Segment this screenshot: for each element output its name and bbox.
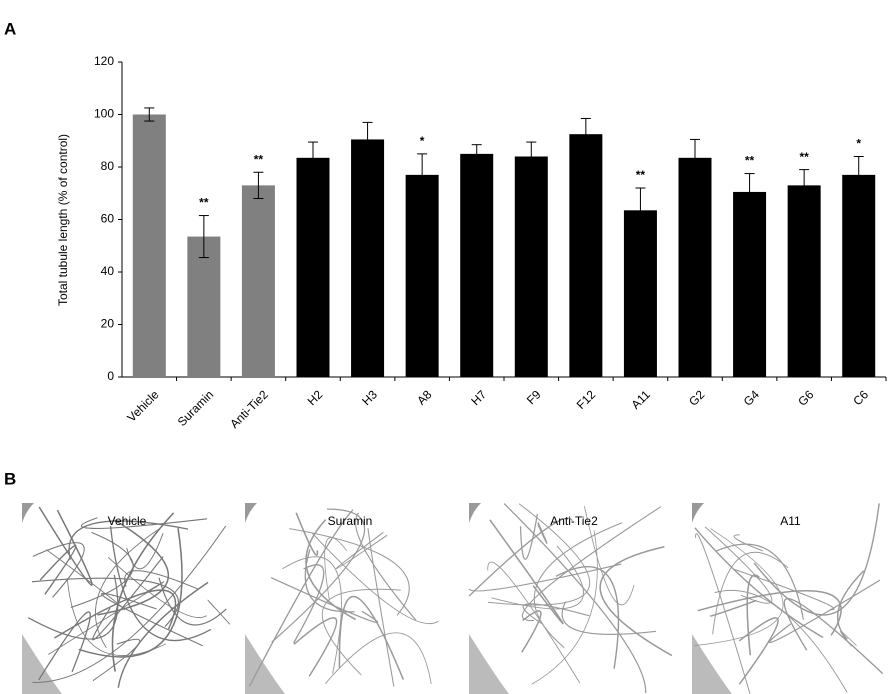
micrograph [22,503,232,694]
y-tick-label: 40 [101,264,115,278]
x-tick-label: F9 [524,387,544,407]
bar [842,175,875,377]
image-label: Vehicle [108,514,147,528]
y-tick-label: 20 [101,317,115,331]
panel-label: B [4,469,16,488]
x-tick-label: H3 [359,387,380,408]
bar [788,185,821,377]
panel-label: A [4,19,16,38]
significance: * [420,134,425,148]
significance: ** [799,150,809,164]
image-label: Anti-Tie2 [550,514,598,528]
bar [242,185,275,377]
bar [406,175,439,377]
x-tick-label: C6 [850,387,871,408]
x-tick-label: H7 [468,387,489,408]
x-tick-label: F12 [574,387,599,412]
micrograph [245,503,455,694]
bar [460,154,493,377]
bar [679,158,712,377]
y-tick-label: 0 [107,369,114,383]
figure: A B Total tubule length (% of control) 0… [0,0,889,694]
bar [297,158,330,377]
micrograph [469,503,679,694]
x-tick-label: Anti-Tie2 [227,387,271,431]
x-tick-label: G6 [795,387,816,408]
x-tick-label: Vehicle [124,387,161,424]
y-axis-label: Total tubule length (% of control) [56,134,70,306]
significance: ** [745,154,755,168]
page: {"panel_labels": ["A", "B"], "chart_data… [0,0,889,694]
x-tick-label: G2 [686,387,707,408]
image-label: Suramin [328,514,373,528]
image-frame [469,503,679,694]
bar [569,134,602,377]
x-tick-label: H2 [305,387,326,408]
bar [624,210,657,377]
x-tick-label: A11 [628,387,653,412]
y-tick-label: 100 [94,107,114,121]
image-label: A11 [780,514,801,528]
x-tick-label: A8 [414,387,435,408]
bar [351,139,384,377]
micrograph [692,503,889,694]
significance: ** [254,152,264,166]
y-tick-label: 80 [101,159,115,173]
bar [133,115,166,378]
bar [733,192,766,377]
significance: * [856,137,861,151]
bar [515,157,548,378]
significance: ** [636,168,646,182]
y-tick-label: 120 [94,54,114,68]
x-tick-label: G4 [741,387,762,408]
x-tick-label: Suramin [175,387,216,428]
significance: ** [199,196,209,210]
y-tick-label: 60 [101,212,115,226]
